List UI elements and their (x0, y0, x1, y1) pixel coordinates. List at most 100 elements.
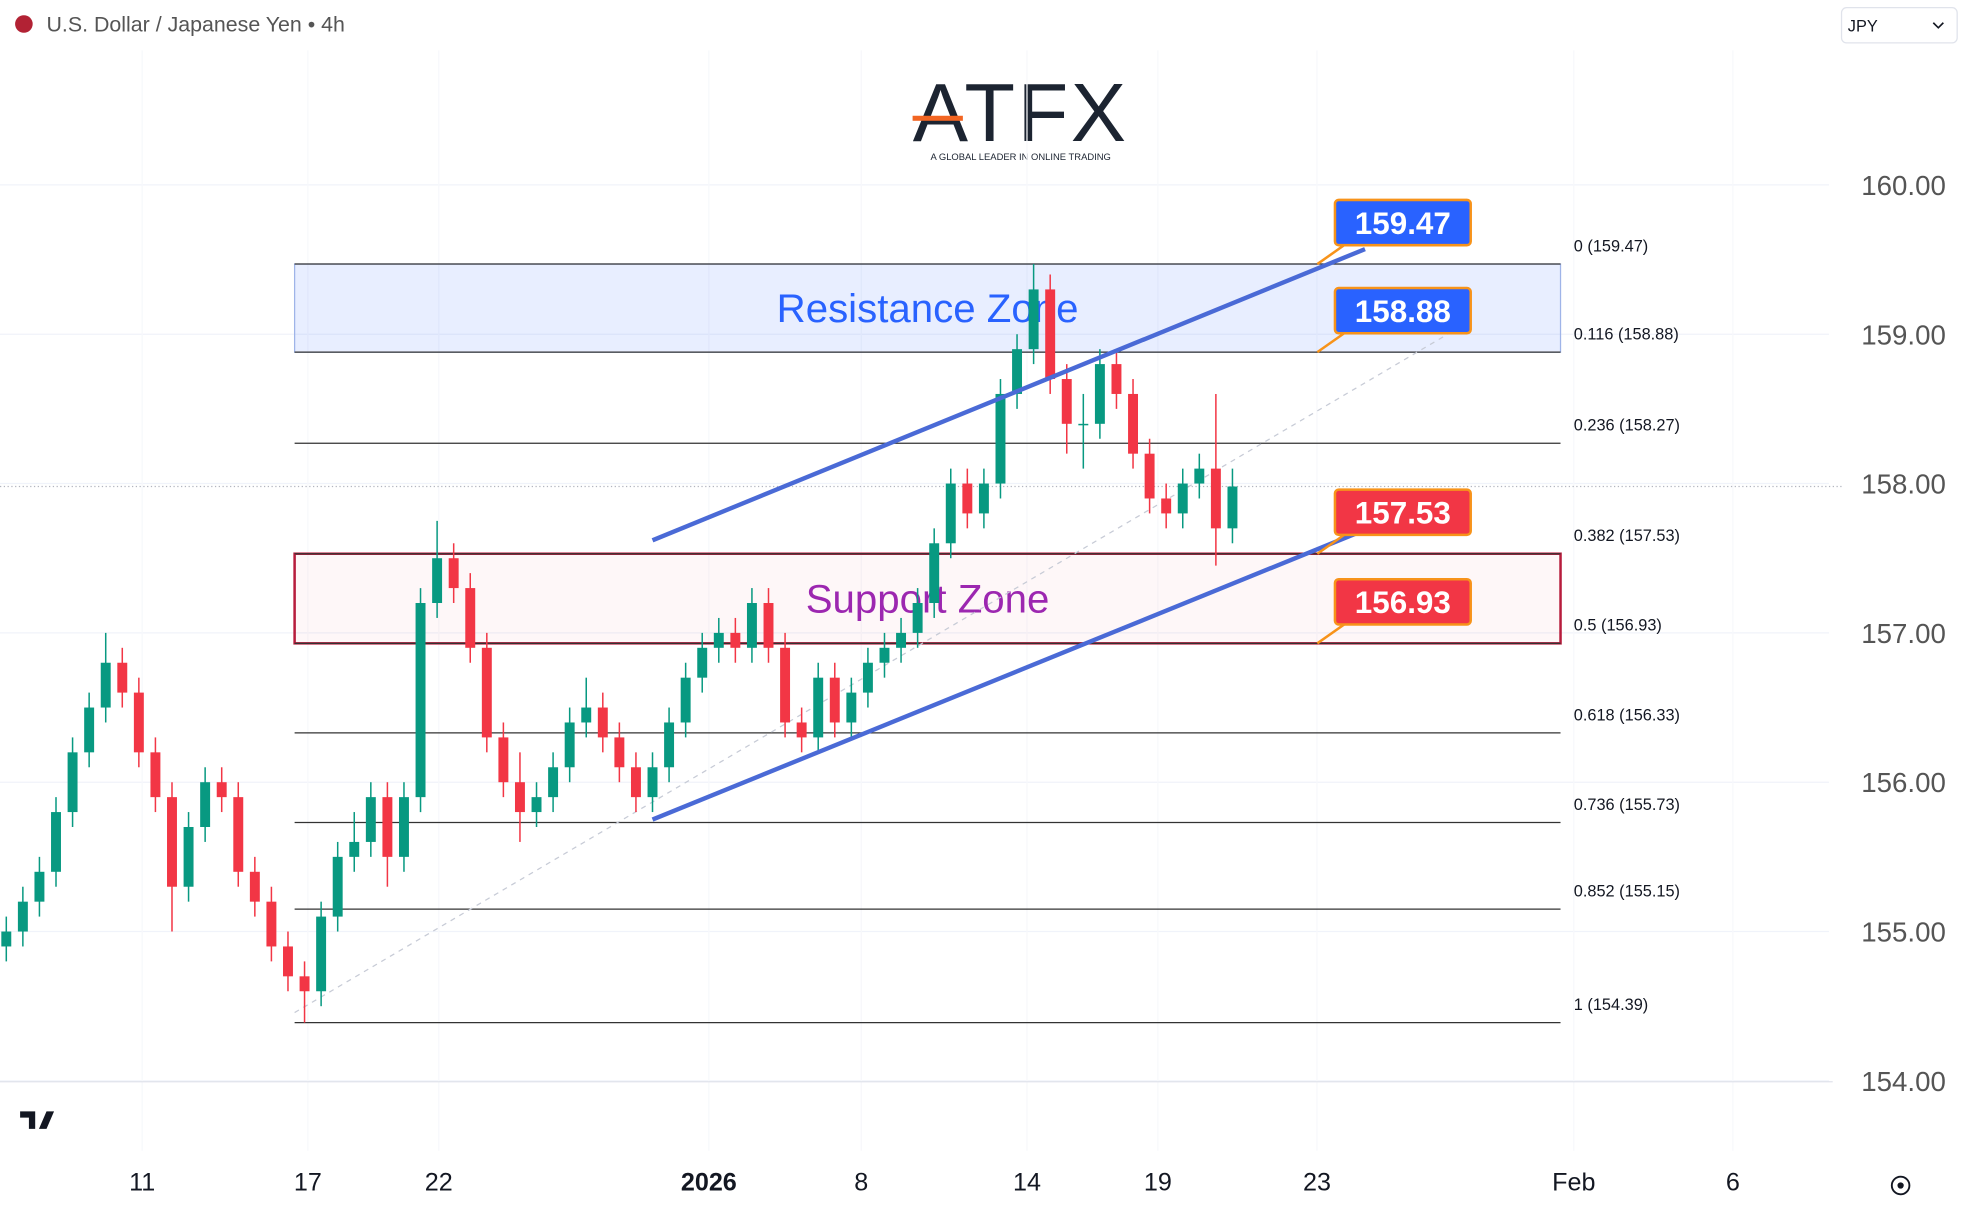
candle-body (133, 692, 144, 753)
candle-body (680, 677, 691, 723)
zone-label: Support Zone (806, 576, 1050, 621)
candle-body (829, 677, 840, 723)
y-tick-label: 154.00 (1861, 1066, 1946, 1097)
fib-label: 0.236 (158.27) (1574, 417, 1680, 435)
price-tag-label: 159.47 (1355, 206, 1451, 241)
channel-line (651, 247, 1366, 543)
fib-label: 0 (159.47) (1574, 237, 1648, 255)
candle-body (1210, 468, 1221, 529)
logo: ATFX A GLOBAL LEADER IN ONLINE TRADING (912, 66, 1129, 162)
price-tag-label: 158.88 (1355, 294, 1451, 329)
candle-body (1, 931, 12, 947)
candle-body (929, 543, 940, 604)
candle-body (531, 797, 542, 813)
currency-select[interactable] (1840, 7, 1958, 44)
candle-body (1128, 393, 1139, 454)
candle-body (365, 797, 376, 842)
candle-body (995, 393, 1006, 484)
fib-label: 0.116 (158.88) (1574, 326, 1679, 344)
x-tick-label: 22 (425, 1169, 453, 1197)
candle-body (51, 812, 61, 872)
candle-body (1177, 483, 1188, 514)
candle-body (84, 707, 95, 753)
candle-body (448, 558, 459, 589)
x-tick-label: 17 (294, 1169, 322, 1197)
flag-icon (15, 15, 33, 33)
y-tick-label: 157.00 (1861, 618, 1946, 649)
candle-body (862, 662, 873, 693)
candle-body (664, 722, 675, 768)
candle-body (1061, 379, 1072, 424)
fib-trend (294, 320, 1472, 1014)
x-tick-label: Feb (1552, 1169, 1595, 1197)
candle-body (349, 841, 360, 857)
price-tag (1333, 577, 1472, 626)
y-tick-label: 158.00 (1861, 469, 1946, 500)
candle-body (1227, 486, 1238, 529)
fib-label: 0.5 (156.93) (1574, 617, 1662, 635)
candle-body (1012, 349, 1023, 394)
price-tag (1333, 286, 1472, 335)
candle-body (34, 871, 45, 902)
candle-body (514, 782, 525, 813)
candle-body (17, 901, 28, 932)
candle-body (746, 603, 757, 648)
x-tick-label: 2026 (681, 1169, 737, 1197)
y-tick-label: 159.00 (1861, 319, 1946, 350)
candle-body (597, 707, 608, 738)
candle-body (398, 797, 409, 857)
candle-body (763, 603, 774, 648)
price-tag-label: 156.93 (1355, 585, 1451, 620)
price-tag-label: 157.53 (1355, 496, 1451, 531)
candle-body (564, 722, 575, 768)
x-tick-label: 8 (854, 1169, 868, 1197)
candle-body (697, 647, 708, 678)
footer-icons (20, 1111, 1911, 1196)
candle-body (912, 603, 923, 633)
candle-body (614, 737, 625, 768)
candle-body (216, 782, 227, 798)
candle-body (730, 632, 741, 648)
x-tick-label: 11 (129, 1169, 155, 1197)
fib-label: 0.618 (156.33) (1574, 706, 1680, 724)
candle-body (945, 483, 956, 544)
candle-body (200, 782, 211, 827)
candle-body (183, 826, 194, 887)
tradingview-logo[interactable] (20, 1111, 55, 1129)
y-tick-label: 156.00 (1861, 767, 1946, 798)
symbol-title: U.S. Dollar / Japanese Yen • 4h (47, 13, 345, 37)
x-tick-label: 6 (1726, 1169, 1740, 1197)
settings-icon[interactable] (1890, 1175, 1911, 1196)
candle-body (796, 722, 807, 738)
dropdown-arrow (1932, 22, 1944, 29)
candle-body (780, 647, 791, 723)
header: U.S. Dollar / Japanese Yen • 4h JPY (15, 7, 1958, 44)
zone-label: Resistance Zone (777, 286, 1079, 331)
candle-body (1028, 289, 1039, 350)
x-tick-label: 19 (1144, 1169, 1172, 1197)
price-tag (1333, 488, 1472, 537)
logo-name: ATFX (913, 66, 1129, 159)
currency-label[interactable]: JPY (1848, 18, 1878, 36)
candle-body (481, 647, 492, 738)
candle-body (581, 707, 592, 723)
candle-body (266, 901, 277, 947)
candle-body (415, 603, 426, 798)
candle-body (150, 752, 161, 798)
x-tick-label: 23 (1303, 1169, 1331, 1197)
candle-body (332, 856, 343, 917)
settings-icon-dot (1897, 1182, 1904, 1189)
candle-body (630, 767, 641, 798)
candle-body (647, 767, 658, 798)
price-tag (1333, 198, 1472, 247)
candle-body (1094, 364, 1105, 424)
candle-body (167, 797, 177, 887)
candle-body (465, 588, 476, 648)
candle-body (382, 797, 393, 857)
candle-body (1045, 289, 1056, 380)
candle-body (299, 976, 310, 992)
y-tick-label: 160.00 (1861, 170, 1946, 201)
candle-body (548, 767, 559, 798)
